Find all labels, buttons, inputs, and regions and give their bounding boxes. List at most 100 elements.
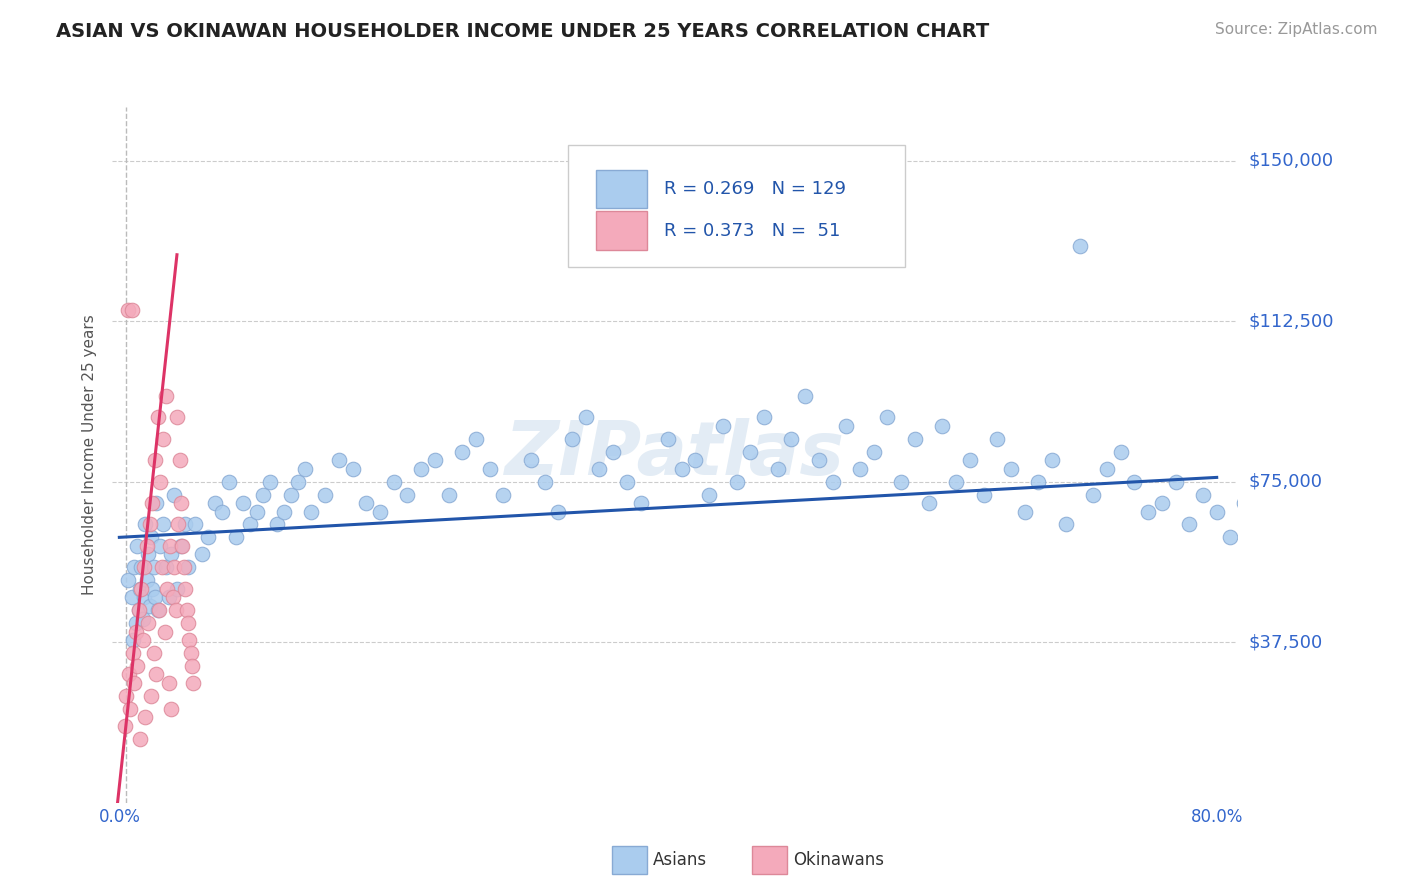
Point [136,548,159,562]
Point [156,582,179,596]
Point [142,646,165,660]
Point [1028,475,1050,489]
Point [1040,453,1063,467]
Point [163,560,186,574]
Point [211,505,233,519]
Point [135,539,157,553]
Point [115,689,138,703]
Point [128,603,150,617]
Point [155,560,177,574]
Point [129,582,152,596]
Point [1123,475,1146,489]
Point [740,444,762,458]
Point [931,419,953,434]
Point [155,389,177,403]
Point [588,462,610,476]
Point [1069,239,1091,253]
Point [685,453,707,467]
Point [835,419,858,434]
Point [478,462,501,476]
Point [162,591,184,605]
Point [294,462,316,476]
Point [1150,496,1173,510]
Point [354,496,377,510]
Text: Source: ZipAtlas.com: Source: ZipAtlas.com [1215,22,1378,37]
Text: $37,500: $37,500 [1249,633,1323,651]
Point [117,573,139,587]
Point [180,646,202,660]
Point [794,389,817,403]
Point [1205,505,1227,519]
Point [170,539,193,553]
Text: $112,500: $112,500 [1249,312,1334,330]
Bar [596,169,647,208]
Point [1137,505,1160,519]
Point [160,701,183,715]
Point [945,475,967,489]
Point [273,505,295,519]
Point [124,560,146,574]
Point [129,731,152,746]
Point [225,530,247,544]
Point [232,496,254,510]
Point [143,453,166,467]
Point [121,303,143,318]
Point [259,475,281,489]
Point [1095,462,1118,476]
Point [671,462,693,476]
Point [153,624,176,639]
Point [183,676,205,690]
Point [129,560,152,574]
Point [725,475,748,489]
Point [807,453,830,467]
Point [1083,487,1105,501]
Point [904,432,927,446]
Point [423,453,446,467]
Point [602,444,624,458]
Point [134,517,156,532]
Point [124,676,146,690]
Text: ASIAN VS OKINAWAN HOUSEHOLDER INCOME UNDER 25 YEARS CORRELATION CHART: ASIAN VS OKINAWAN HOUSEHOLDER INCOME UND… [56,22,990,41]
Point [266,517,288,532]
Point [630,496,652,510]
Point [152,432,174,446]
Point [146,603,169,617]
Point [138,517,160,532]
Point [959,453,981,467]
Point [1288,560,1310,574]
Point [657,432,679,446]
Point [368,505,391,519]
Point [139,530,162,544]
Point [172,539,194,553]
Point [917,496,939,510]
Point [141,496,163,510]
Point [136,615,159,630]
Point [849,462,872,476]
Point [163,487,186,501]
Point [1109,444,1132,458]
Point [142,560,165,574]
Point [616,475,638,489]
Point [141,582,163,596]
Point [1247,517,1270,532]
Point [148,603,170,617]
Point [184,517,207,532]
FancyBboxPatch shape [568,145,905,267]
Point [145,667,167,681]
Point [197,530,219,544]
Text: R = 0.269   N = 129: R = 0.269 N = 129 [664,180,845,198]
Point [149,539,172,553]
Point [766,462,789,476]
Point [176,603,198,617]
Point [166,582,188,596]
Point [173,560,195,574]
Point [169,453,191,467]
Point [157,676,180,690]
Point [986,432,1008,446]
Point [125,615,148,630]
Point [396,487,419,501]
Point [299,505,322,519]
Point [177,560,200,574]
Y-axis label: Householder Income Under 25 years: Householder Income Under 25 years [82,315,97,595]
Point [152,517,174,532]
